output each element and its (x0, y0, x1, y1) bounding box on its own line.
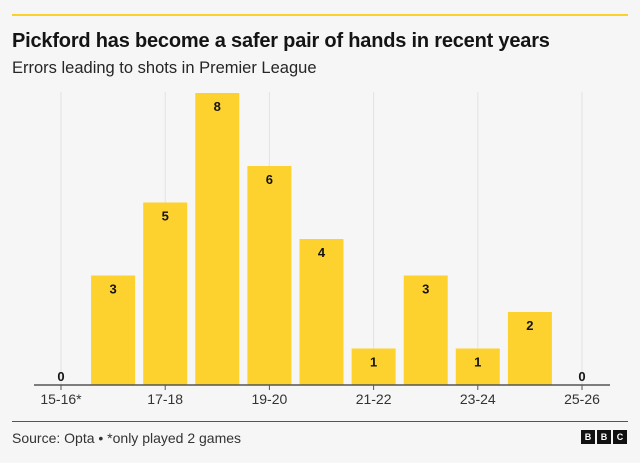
data-label: 1 (474, 355, 481, 370)
bbc-logo-letter: B (581, 430, 595, 444)
bbc-logo: B B C (581, 430, 627, 444)
chart-title: Pickford has become a safer pair of hand… (12, 30, 550, 52)
source-note: Source: Opta • *only played 2 games (12, 430, 242, 446)
bar (403, 275, 448, 385)
x-tick-label: 17-18 (147, 391, 183, 407)
bar (299, 239, 344, 385)
bbc-logo-letter: C (613, 430, 627, 444)
bar (195, 93, 240, 385)
x-tick-label: 23-24 (460, 391, 496, 407)
bar (91, 275, 136, 385)
top-rule (12, 14, 628, 16)
x-tick-label: 25-26 (564, 391, 600, 407)
data-label: 8 (214, 99, 221, 114)
x-tick-label: 21-22 (356, 391, 392, 407)
x-tick-label: 15-16* (40, 391, 82, 407)
x-tick-label: 19-20 (251, 391, 287, 407)
bbc-logo-letter: B (597, 430, 611, 444)
data-label: 4 (318, 245, 326, 260)
chart-subtitle: Errors leading to shots in Premier Leagu… (12, 59, 317, 77)
bar (351, 348, 396, 385)
bar (247, 166, 292, 385)
footer-rule (12, 421, 628, 422)
data-label: 5 (162, 209, 169, 224)
bar (143, 202, 188, 385)
data-label: 3 (422, 282, 429, 297)
data-label: 0 (578, 369, 585, 384)
data-label: 0 (57, 369, 64, 384)
bar (507, 312, 552, 385)
data-label: 3 (109, 282, 116, 297)
data-label: 2 (526, 318, 533, 333)
bar (455, 348, 500, 385)
data-label: 6 (266, 172, 273, 187)
data-label: 1 (370, 355, 377, 370)
